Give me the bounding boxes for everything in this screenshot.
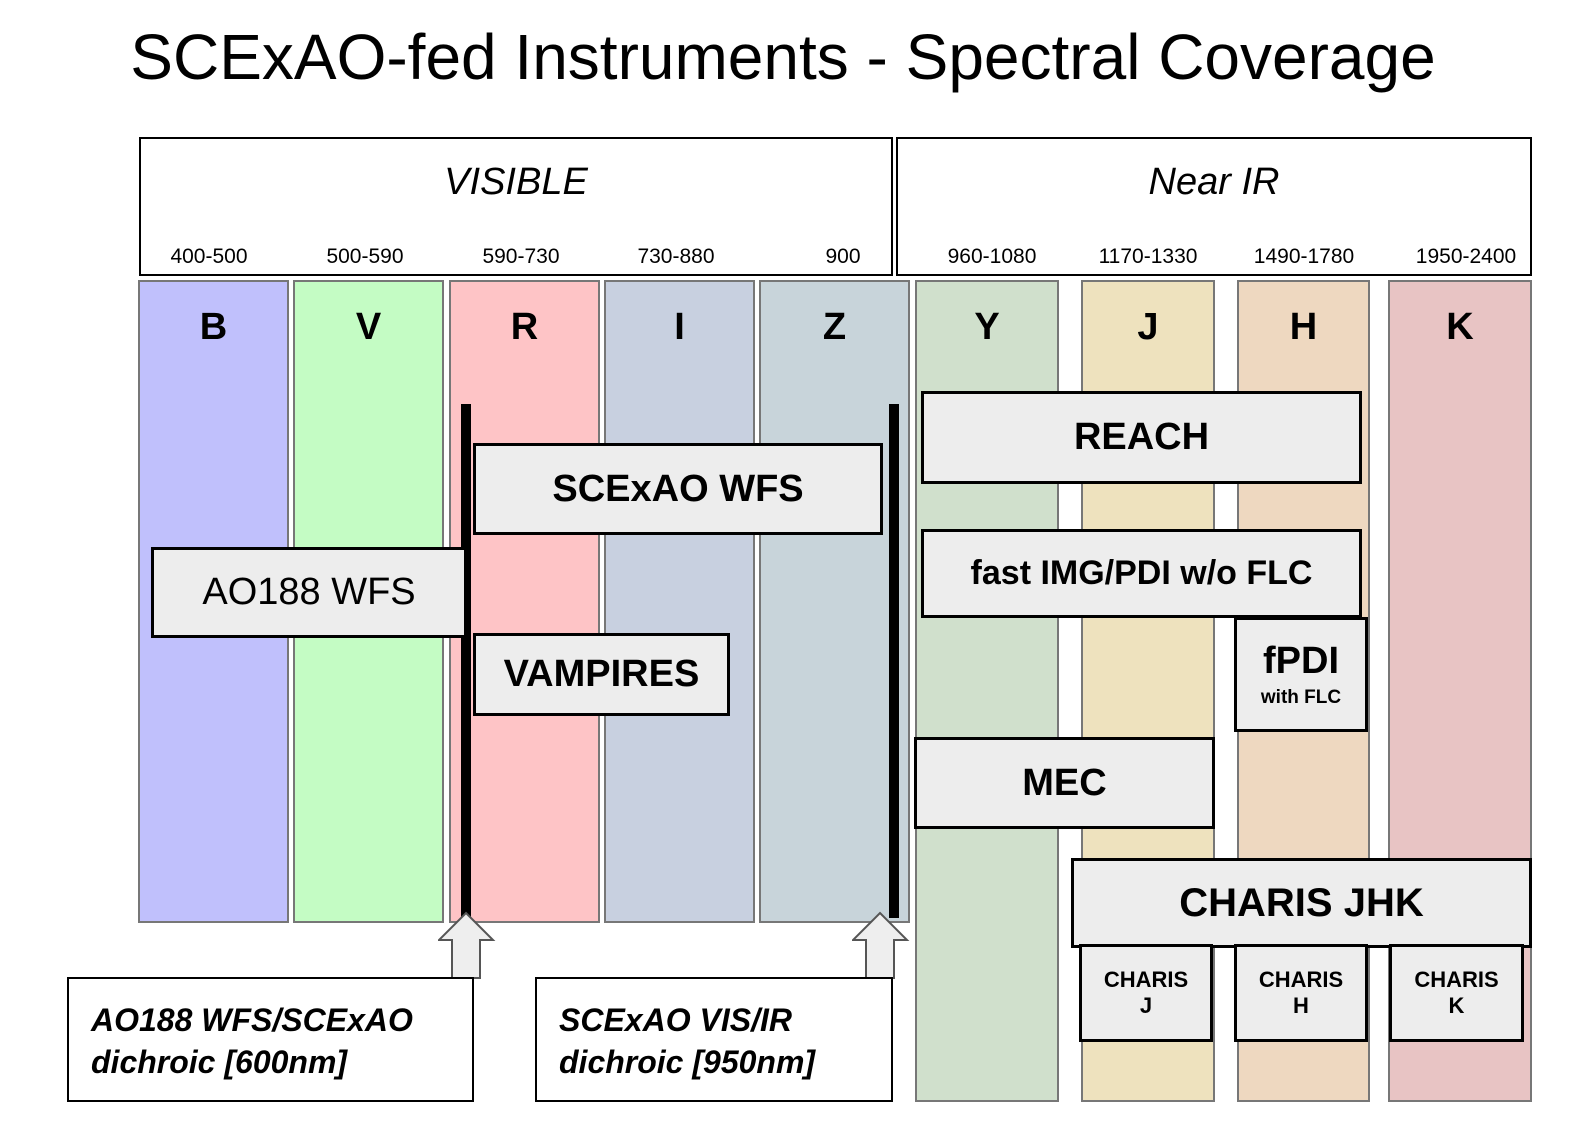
fpdi-label: fPDI (1263, 640, 1339, 682)
instrument-charis-k: CHARIS K (1389, 944, 1524, 1042)
band-label: R (510, 306, 539, 348)
instrument-charis-h: CHARIS H (1234, 944, 1368, 1042)
instrument-vampires: VAMPIRES (473, 633, 730, 716)
band-label: I (674, 306, 685, 348)
range-label: 1950-2400 (1415, 245, 1517, 268)
band-label: B (199, 306, 228, 348)
note-line: SCExAO VIS/IR (559, 1002, 792, 1038)
dichroic-600-note: AO188 WFS/SCExAO dichroic [600nm] (67, 977, 474, 1102)
charis-band: H (1293, 993, 1309, 1018)
note-line: dichroic [950nm] (559, 1044, 816, 1080)
region-near-ir: Near IR 960-1080 1170-1330 1490-1780 195… (896, 137, 1532, 276)
range-label: 400-500 (170, 245, 248, 268)
instrument-reach: REACH (921, 391, 1362, 484)
charis-label: CHARIS (1414, 967, 1499, 992)
range-label: 900 (825, 245, 861, 268)
dichroic-600-line (461, 404, 471, 918)
region-label: Near IR (1148, 161, 1280, 203)
range-label: 1170-1330 (1098, 245, 1198, 268)
instrument-charis-jhk: CHARIS JHK (1071, 858, 1532, 948)
band-z: Z (759, 280, 910, 923)
band-label: J (1137, 306, 1159, 348)
arrow-up-icon (438, 911, 496, 979)
arrow-up-icon (852, 911, 910, 979)
instrument-ao188-wfs: AO188 WFS (151, 547, 467, 638)
range-label: 590-730 (482, 245, 560, 268)
dichroic-950-line (889, 404, 899, 918)
range-label: 730-880 (637, 245, 715, 268)
instrument-scexao-wfs: SCExAO WFS (473, 443, 883, 535)
range-label: 960-1080 (947, 245, 1037, 268)
instrument-fpdi: fPDI with FLC (1234, 617, 1368, 732)
band-i: I (604, 280, 755, 923)
diagram-title: SCExAO-fed Instruments - Spectral Covera… (130, 21, 1436, 93)
note-line: AO188 WFS/SCExAO (91, 1002, 413, 1038)
charis-band: K (1448, 993, 1465, 1018)
range-label: 1490-1780 (1253, 245, 1355, 268)
band-label: H (1289, 306, 1318, 348)
region-visible: VISIBLE 400-500 500-590 590-730 730-880 … (139, 137, 893, 276)
band-label: Z (822, 306, 847, 348)
instrument-charis-j: CHARIS J (1079, 944, 1213, 1042)
fpdi-sublabel: with FLC (1260, 687, 1342, 708)
charis-label: CHARIS (1258, 967, 1344, 992)
region-label: VISIBLE (444, 161, 588, 203)
band-label: V (355, 306, 382, 348)
range-label: 500-590 (326, 245, 404, 268)
instrument-fast-img: fast IMG/PDI w/o FLC (921, 529, 1362, 618)
charis-band: J (1139, 993, 1153, 1018)
dichroic-950-note: SCExAO VIS/IR dichroic [950nm] (535, 977, 893, 1102)
band-label: K (1446, 306, 1474, 348)
band-label: Y (974, 306, 1000, 348)
band-r: R (449, 280, 600, 923)
instrument-mec: MEC (914, 737, 1215, 829)
charis-label: CHARIS (1103, 967, 1189, 992)
note-line: dichroic [600nm] (91, 1044, 348, 1080)
